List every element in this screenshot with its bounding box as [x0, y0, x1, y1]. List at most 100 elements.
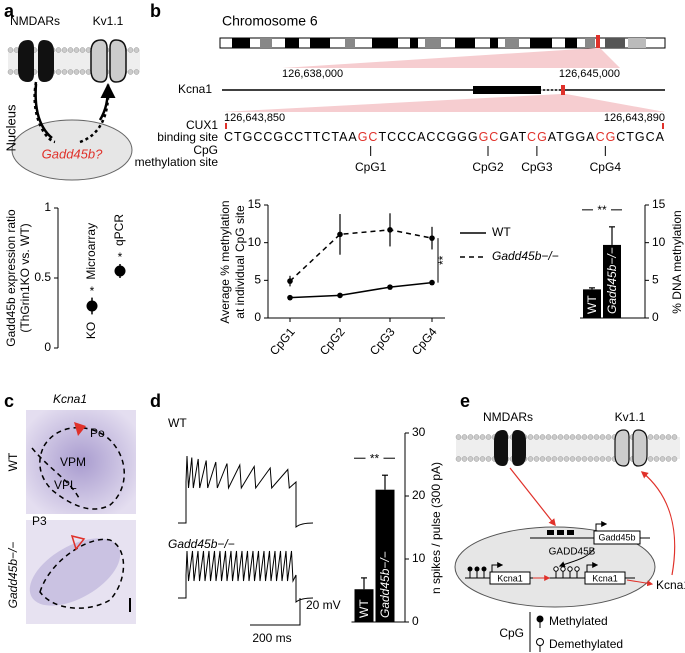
lipid-head [85, 47, 92, 53]
sequence-segment: CG [527, 130, 547, 144]
lipid-head [659, 434, 666, 440]
trace [178, 550, 314, 604]
receptor-label: Kv1.1 [93, 14, 124, 28]
receptor-label: NMDARs [10, 14, 60, 28]
region-label: VPL [54, 478, 77, 492]
lipid-head [127, 47, 134, 53]
chromosome-band [605, 38, 625, 48]
arrow [98, 83, 116, 121]
chromosome-body [219, 37, 666, 49]
legend-symbol [536, 615, 544, 623]
marker [337, 231, 343, 238]
circle [467, 566, 473, 572]
chromosome-band [310, 38, 330, 48]
lipid-head [557, 456, 564, 462]
y-tick-label: 0 [44, 340, 51, 354]
sequence-segment: CTGCCGCCTTCTAA [224, 130, 357, 144]
zoom [222, 94, 665, 112]
zoom [282, 48, 620, 68]
lipid-head [647, 434, 654, 440]
lipid-head [461, 434, 468, 440]
legend-title: CpG [499, 626, 524, 640]
lipid-head [605, 434, 612, 440]
lipid-head [85, 69, 92, 75]
lipid-head [473, 434, 480, 440]
exon [547, 530, 554, 535]
circle [567, 566, 573, 572]
cpg-label: CpG2 [472, 160, 504, 174]
tss [586, 562, 599, 572]
coord: 126,645,000 [559, 68, 620, 80]
lipid-head [79, 69, 86, 75]
region-label: VPM [60, 455, 86, 469]
bar [583, 289, 601, 318]
lipid-head [587, 456, 594, 462]
lipid-head [659, 456, 666, 462]
dot [86, 300, 98, 312]
chromosome-band [628, 38, 646, 48]
region-label: P3 [32, 514, 47, 528]
lipid-head [485, 456, 492, 462]
chromosome-band [585, 38, 595, 48]
bar-label: Gadd45b−/− [605, 247, 619, 314]
y-tick-label: 10 [248, 235, 262, 249]
series-line [289, 281, 433, 299]
arrow [558, 547, 595, 568]
lipid-head [551, 434, 558, 440]
lipid-head [73, 47, 80, 53]
lipid-head [467, 456, 474, 462]
trace-label: WT [168, 416, 187, 430]
arrow [34, 83, 53, 139]
x-tick-label: CpG1 [267, 325, 298, 358]
chromosome-band [260, 38, 272, 48]
lipid-head [593, 434, 600, 440]
lipid-head [79, 47, 86, 53]
x-tick-label: CpG3 [367, 325, 398, 358]
region-outline [31, 447, 81, 501]
circle [481, 566, 487, 572]
lipid-head [455, 434, 462, 440]
methylated-cpg [467, 566, 487, 578]
legend-label: Methylated [549, 614, 608, 628]
y-tick-label: 0 [412, 614, 419, 628]
lipid-head [533, 434, 540, 440]
scale-label: 200 ms [252, 631, 291, 645]
circle [574, 566, 580, 572]
nmdar-channel [18, 40, 54, 82]
lipid-head [665, 456, 672, 462]
site-mark [596, 35, 600, 51]
chromosome-band [410, 38, 418, 48]
lipid-head [55, 69, 62, 75]
lipid-head [73, 69, 80, 75]
chromosome-band [285, 38, 299, 48]
legend-symbol [536, 638, 544, 646]
exon [557, 530, 564, 535]
kv-channel [90, 39, 127, 83]
compartment-label: Nucleus [3, 104, 18, 151]
arrowhead [70, 534, 86, 551]
lipid-head [653, 434, 660, 440]
marker [387, 227, 393, 233]
site-mark [561, 85, 565, 95]
bar-label: Gadd45b−/− [378, 551, 392, 618]
exon [567, 530, 574, 535]
category-label: qPCR [112, 214, 126, 246]
lipid-head [61, 47, 68, 53]
significance: ** [436, 255, 450, 265]
y-tick-label: 5 [652, 273, 659, 287]
panel-label: b [150, 1, 161, 21]
lipid-head [581, 456, 588, 462]
lipid-head [587, 434, 594, 440]
panel-label: d [150, 391, 161, 411]
lipid-head [67, 47, 74, 53]
row-label: Gadd45b−/− [6, 542, 20, 609]
lipid-head [599, 434, 606, 440]
cpg-label: CpG1 [355, 160, 387, 174]
significance: ** [370, 451, 380, 465]
sequence: CTGCCGCCTTCTAAGCTCCCACCGGGGCGATCGATGGACG… [224, 130, 665, 144]
circle [560, 566, 566, 572]
lipid-head [563, 434, 570, 440]
y-tick-label: 0 [254, 310, 261, 324]
sequence-segment: TCCCACCGGG [378, 130, 477, 144]
